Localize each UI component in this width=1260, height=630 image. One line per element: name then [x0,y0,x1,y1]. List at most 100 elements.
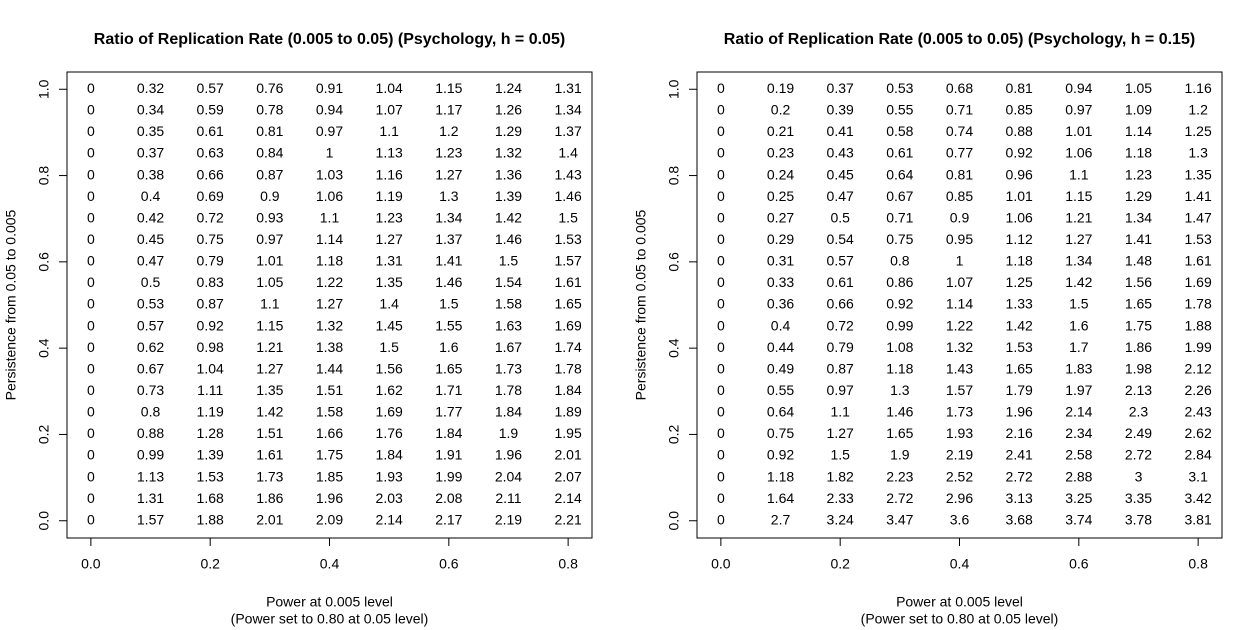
cell-value: 1.63 [495,317,522,333]
chart-title: Ratio of Replication Rate (0.005 to 0.05… [94,31,565,48]
cell-value: 2.52 [946,468,973,484]
cell-value: 0 [717,123,725,139]
cell-value: 0 [717,511,725,527]
cell-value: 1.48 [1125,253,1152,269]
cell-value: 0.81 [256,123,283,139]
cell-value: 1.61 [256,447,283,463]
cell-value: 0 [717,102,725,118]
cell-value: 0.88 [1006,123,1033,139]
cell-value: 0 [87,382,95,398]
cell-value: 1.16 [1185,80,1212,96]
cell-value: 1.22 [946,317,973,333]
cell-value: 1.32 [316,317,343,333]
cell-value: 1.24 [495,80,522,96]
cell-value: 1.73 [946,404,973,420]
cell-value: 1.08 [886,339,913,355]
cell-value: 3.1 [1188,468,1208,484]
cell-value: 0.85 [1006,102,1033,118]
cell-value: 0.71 [946,102,973,118]
cell-value: 1.27 [827,425,854,441]
cell-value: 1.65 [886,425,913,441]
cell-value: 0.71 [886,209,913,225]
cell-value: 1.42 [495,209,522,225]
cell-value: 2.72 [1125,447,1152,463]
cell-value: 0.79 [827,339,854,355]
x-tick-label: 0.0 [81,556,101,572]
cell-value: 0.54 [827,231,854,247]
cell-value: 1.5 [499,253,519,269]
cell-value: 2.84 [1185,447,1212,463]
cell-value: 1.03 [316,166,343,182]
cell-value: 0.64 [886,166,913,182]
cell-value: 1.06 [1065,145,1092,161]
cell-value: 1.69 [555,317,582,333]
cell-value: 1.56 [376,360,403,376]
cell-value: 2.14 [1065,404,1092,420]
cell-value: 0.8 [890,253,910,269]
cell-value: 1.1 [260,296,280,312]
cell-value: 1.68 [197,490,224,506]
cell-value: 1.19 [197,404,224,420]
cell-value: 1.5 [379,339,399,355]
cell-value: 0 [87,253,95,269]
cell-value: 1.09 [1125,102,1152,118]
y-tick-label: 1.0 [666,79,682,99]
cell-value: 2.16 [1006,425,1033,441]
cell-value: 0.5 [830,209,850,225]
cell-value: 1.42 [1065,274,1092,290]
cell-value: 1.43 [946,360,973,376]
cell-value: 1.99 [1185,339,1212,355]
cell-value: 1.23 [435,145,462,161]
cell-value: 1.25 [1185,123,1212,139]
cell-value: 1.18 [886,360,913,376]
cell-value: 2.01 [555,447,582,463]
cell-value: 1.86 [1125,339,1152,355]
cell-value: 0.4 [141,188,161,204]
cell-value: 0.87 [256,166,283,182]
cell-value: 0 [717,425,725,441]
cell-value: 1.86 [256,490,283,506]
cell-value: 1.16 [376,166,403,182]
cell-value: 1.17 [435,102,462,118]
cell-value: 2.11 [495,490,521,506]
x-tick-label: 0.8 [558,556,578,572]
cell-value: 1.18 [767,468,794,484]
cell-value: 1.65 [435,360,462,376]
cell-value: 1.23 [376,209,403,225]
cell-value: 1.5 [439,296,459,312]
cell-value: 1.78 [495,382,522,398]
cell-value: 1.06 [316,188,343,204]
cell-value: 1.51 [316,382,343,398]
cell-value: 3.13 [1006,490,1033,506]
cell-value: 0.45 [137,231,164,247]
cell-value: 1.27 [256,360,283,376]
cell-value: 0 [87,296,95,312]
cell-value: 0.75 [767,425,794,441]
cell-value: 1.61 [555,274,582,290]
cell-value: 0.37 [137,145,164,161]
cell-value: 0.44 [767,339,794,355]
x-axis-label: (Power set to 0.80 at 0.05 level) [231,611,429,627]
cell-value: 0.21 [767,123,794,139]
cell-value: 1.71 [435,382,462,398]
y-tick-label: 0.4 [666,338,682,358]
cell-value: 1.77 [435,404,462,420]
y-tick-label: 1.0 [36,79,52,99]
cell-value: 1.5 [558,209,578,225]
cell-value: 1.96 [495,447,522,463]
cell-value: 1 [956,253,964,269]
cell-value: 2.01 [256,511,283,527]
y-tick-label: 0.6 [36,252,52,272]
cell-value: 1.53 [1006,339,1033,355]
cell-value: 1.82 [827,468,854,484]
cell-value: 1.57 [137,511,164,527]
cell-value: 2.88 [1065,468,1092,484]
cell-value: 1.37 [435,231,462,247]
cell-value: 0 [717,317,725,333]
cell-value: 1.29 [495,123,522,139]
cell-value: 0 [717,360,725,376]
cell-value: 1.5 [1069,296,1089,312]
cell-value: 0.67 [886,188,913,204]
cell-value: 1.4 [558,145,578,161]
cell-value: 1.42 [1006,317,1033,333]
